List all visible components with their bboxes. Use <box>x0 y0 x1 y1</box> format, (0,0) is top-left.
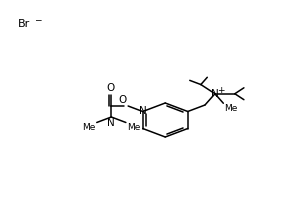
Text: N: N <box>107 118 115 128</box>
Text: O: O <box>106 83 115 93</box>
Text: +: + <box>217 86 225 95</box>
Text: O: O <box>118 95 127 105</box>
Text: Me: Me <box>225 104 238 113</box>
Text: −: − <box>34 15 42 24</box>
Text: Br: Br <box>18 19 31 29</box>
Text: Me: Me <box>127 123 141 132</box>
Text: N: N <box>139 106 147 116</box>
Text: Me: Me <box>82 123 95 132</box>
Text: N: N <box>211 89 219 99</box>
